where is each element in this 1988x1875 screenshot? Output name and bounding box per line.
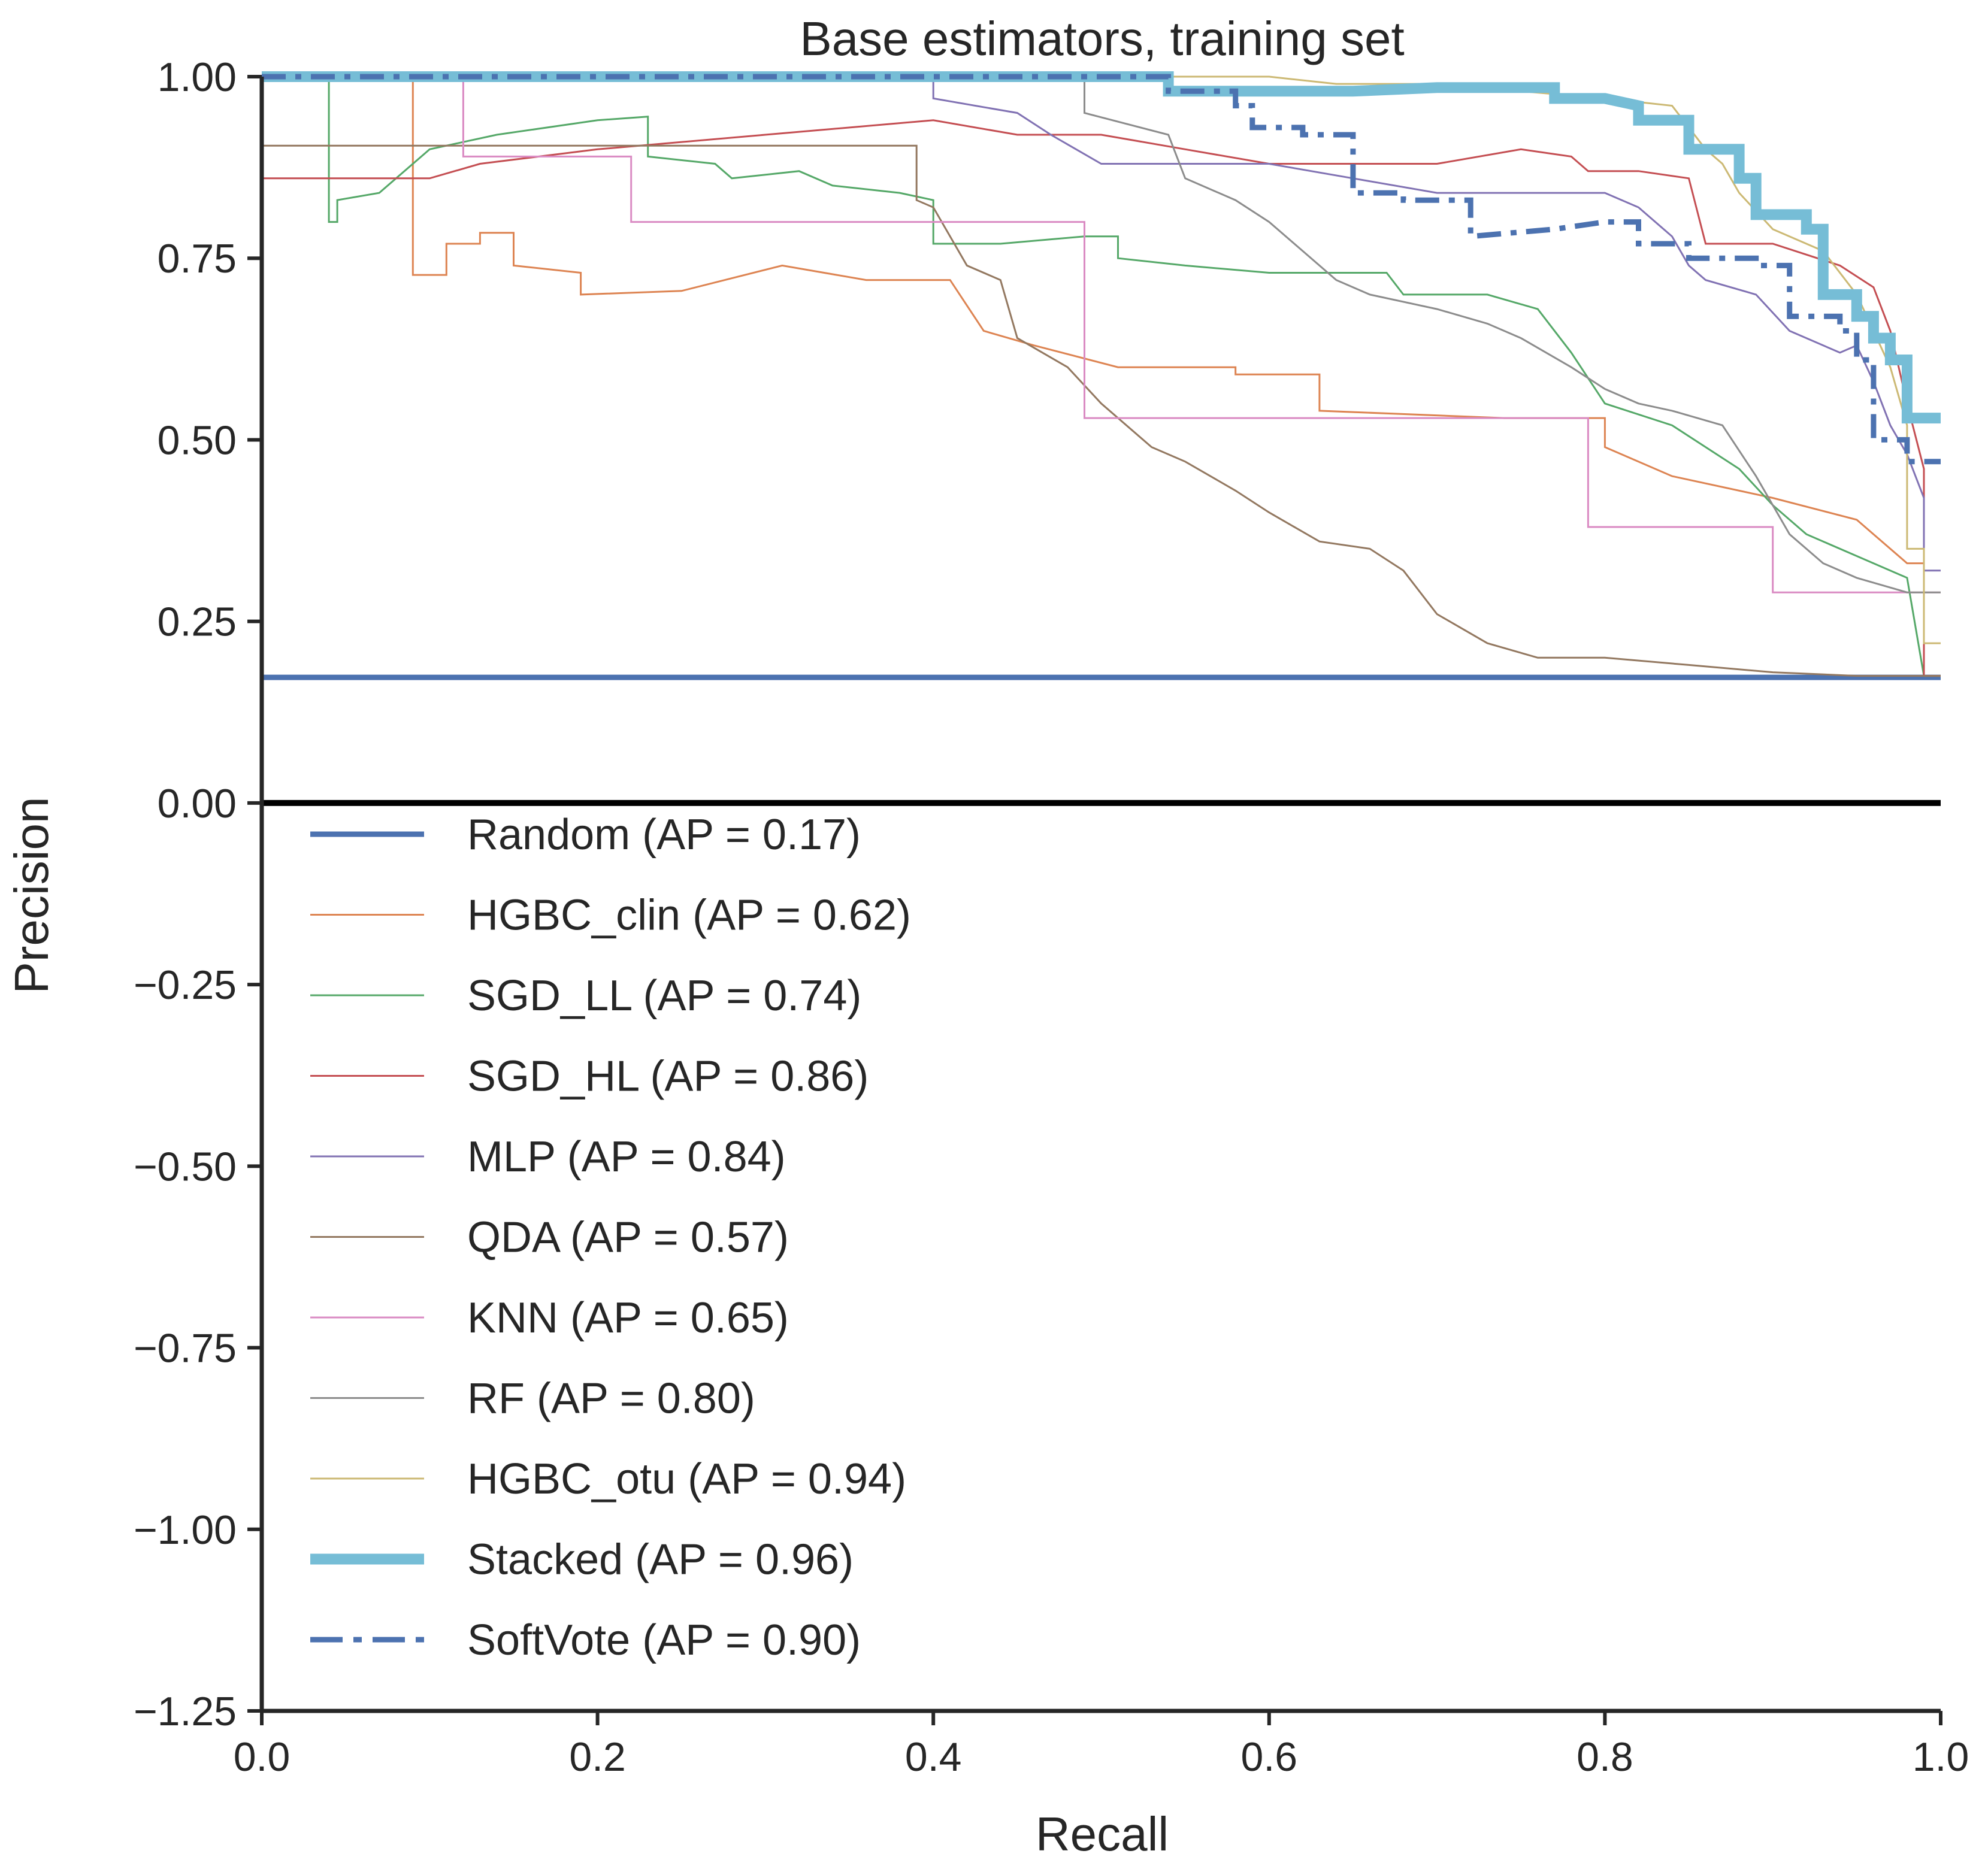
y-tick-label: −0.25	[134, 962, 237, 1008]
plot-area	[262, 71, 1941, 806]
y-tick-label: 0.50	[158, 417, 237, 463]
y-tick-label: −1.00	[134, 1507, 237, 1553]
x-tick-label: 0.6	[1241, 1734, 1298, 1780]
y-ticks: −1.25 −1.00 −0.75 −0.50 −0.25 0.00 0.25 0.50 0.7…	[134, 54, 262, 1734]
series-line-9	[262, 71, 1941, 424]
series-line-3	[262, 119, 1941, 677]
series-line-5	[262, 144, 1941, 677]
legend-label-5: QDA (AP = 0.57)	[467, 1214, 789, 1262]
legend-label-1: HGBC_clin (AP = 0.62)	[467, 892, 911, 940]
legend-label-2: SGD_LL (AP = 0.74)	[467, 972, 861, 1020]
y-tick-label: −0.75	[134, 1326, 237, 1371]
series-layer	[262, 71, 1941, 680]
x-tick-label: 1.0	[1913, 1734, 1969, 1780]
series-line-8	[262, 75, 1941, 644]
x-tick-label: 0.0	[234, 1734, 291, 1780]
legend-label-3: SGD_HL (AP = 0.86)	[467, 1053, 869, 1101]
y-axis-label: Precision	[5, 796, 58, 993]
y-tick-label: −0.50	[134, 1144, 237, 1189]
series-line-4	[262, 75, 1941, 572]
x-axis-label: Recall	[1036, 1807, 1169, 1861]
legend-label-0: Random (AP = 0.17)	[467, 811, 861, 859]
y-tick-label: −1.25	[134, 1689, 237, 1734]
series-line-10	[262, 74, 1941, 465]
legend-label-9: Stacked (AP = 0.96)	[467, 1536, 854, 1584]
y-tick-label: 0.25	[158, 599, 237, 645]
series-line-1	[262, 75, 1941, 677]
series-line-7	[262, 75, 1941, 593]
y-tick-label: 1.00	[158, 54, 237, 100]
legend-label-6: KNN (AP = 0.65)	[467, 1294, 789, 1342]
axes: 0.0 0.2 0.4 0.6 0.8 1.0 −1.25−1.00−0.75−0.50−…	[134, 54, 1969, 1780]
series-line-2	[262, 75, 1941, 677]
legend-label-7: RF (AP = 0.80)	[467, 1375, 755, 1423]
x-tick-label: 0.8	[1577, 1734, 1633, 1780]
x-ticks: 0.0 0.2 0.4 0.6 0.8 1.0	[234, 1711, 1969, 1780]
legend-label-4: MLP (AP = 0.84)	[467, 1133, 786, 1181]
y-tick-label: 0.75	[158, 236, 237, 281]
x-tick-label: 0.4	[905, 1734, 962, 1780]
chart-title: Base estimators, training set	[800, 12, 1404, 65]
legend: Random (AP = 0.17) HGBC_clin (AP = 0.62) S…	[310, 811, 911, 1664]
y-tick-label: 0.00	[158, 781, 237, 826]
series-line-6	[262, 75, 1941, 593]
legend-label-10: SoftVote (AP = 0.90)	[467, 1616, 861, 1664]
x-tick-label: 0.2	[569, 1734, 626, 1780]
legend-label-8: HGBC_otu (AP = 0.94)	[467, 1455, 906, 1503]
